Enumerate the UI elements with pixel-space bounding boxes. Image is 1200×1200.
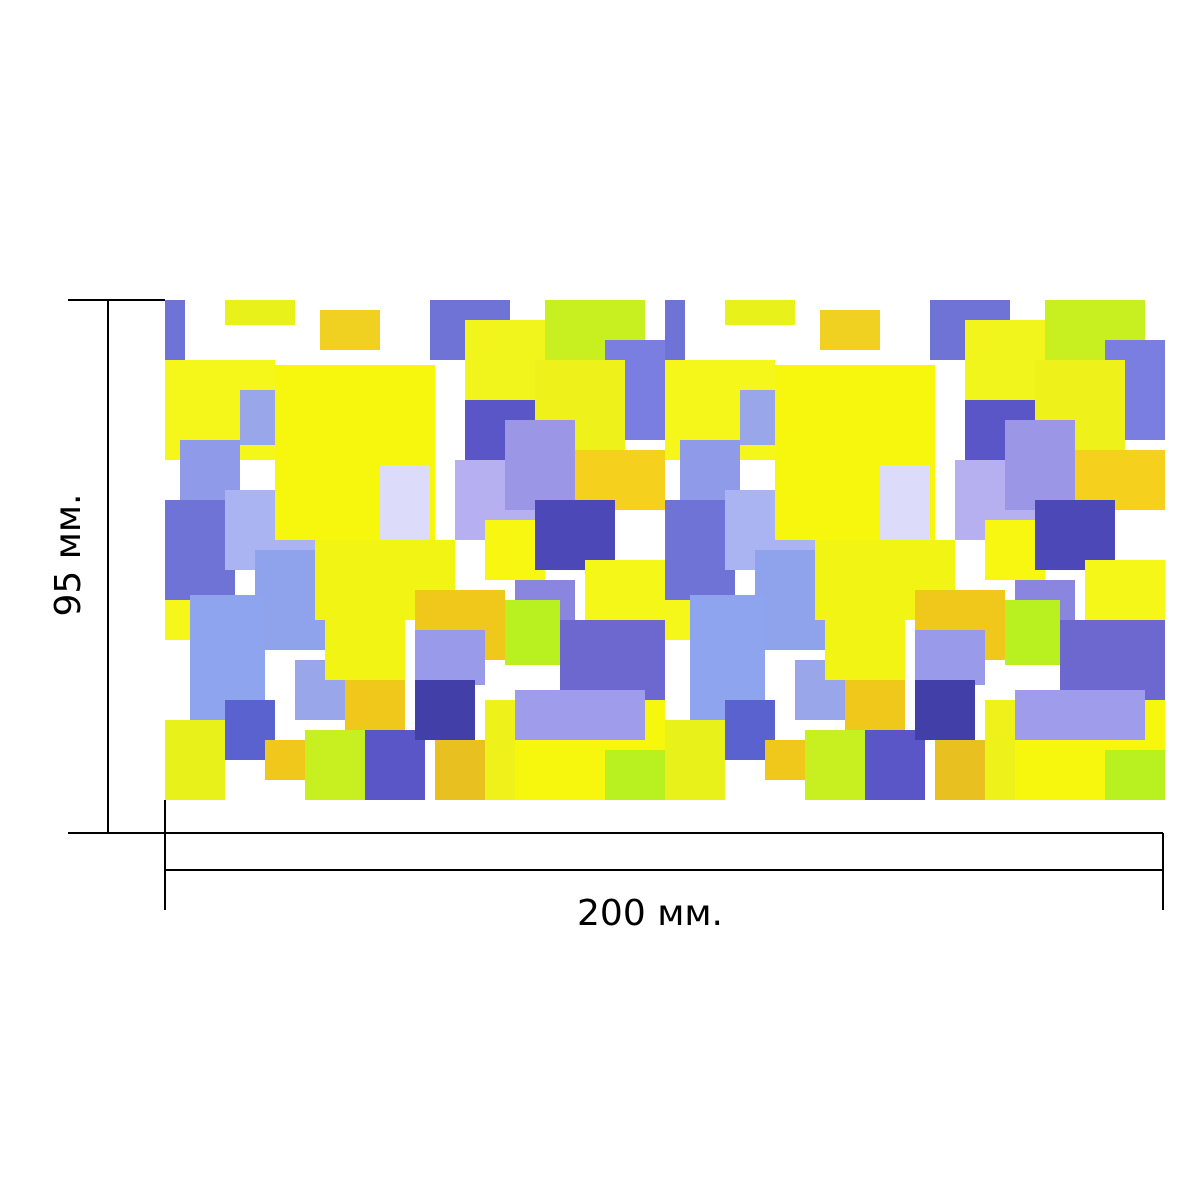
width-label: 200 мм. — [577, 893, 723, 934]
height-label: 95 мм. — [48, 493, 89, 616]
print-image — [165, 300, 1165, 800]
dimension-lines — [68, 299, 1164, 910]
